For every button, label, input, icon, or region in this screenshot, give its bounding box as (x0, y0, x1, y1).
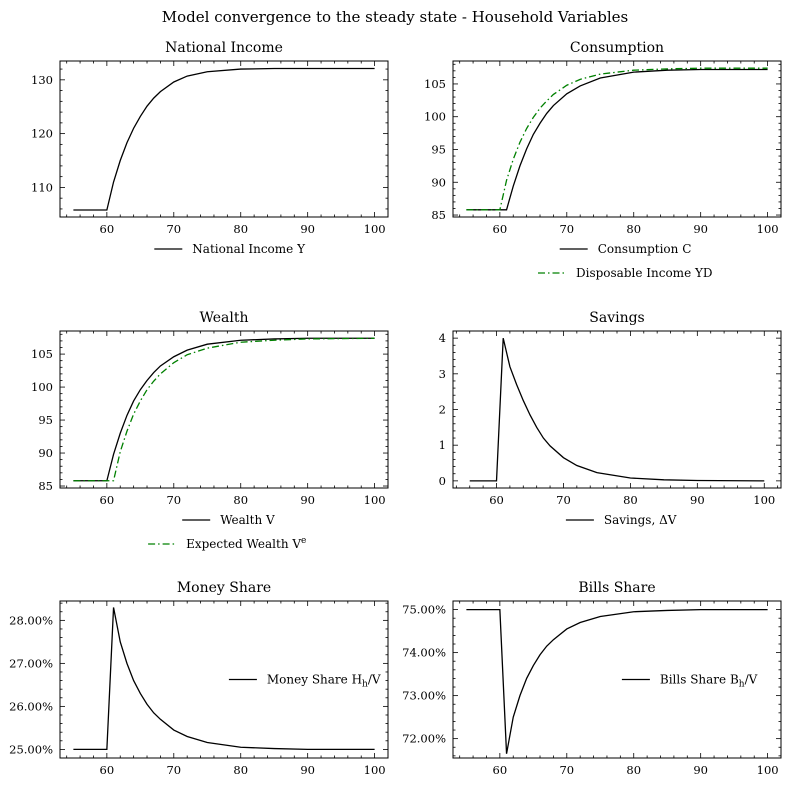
y-tick-label: 120 (31, 127, 53, 141)
legend-label: Expected Wealth Ve​ (186, 536, 306, 551)
x-tick-label: 90 (690, 493, 705, 507)
x-tick-label: 70 (166, 763, 181, 777)
x-tick-label: 90 (300, 763, 315, 777)
y-tick-label: 73.00% (402, 689, 446, 703)
x-tick-label: 60 (100, 493, 115, 507)
y-tick-label: 95 (38, 413, 53, 427)
y-tick-label: 105 (424, 77, 446, 91)
series-line-consumption-c (466, 68, 768, 211)
y-tick-label: 26.00% (9, 699, 53, 713)
x-tick-label: 100 (364, 222, 386, 236)
y-tick-label: 74.00% (402, 646, 446, 660)
chart-money-share: Money Share 60 70 80 90 100 25.00% 26.00% 27.00%… (9, 580, 389, 777)
y-tick-label: 0 (439, 474, 446, 488)
chart-title: Consumption (570, 40, 664, 56)
legend-label: National Income Y (192, 242, 306, 256)
y-tick-label: 27.00% (9, 656, 53, 670)
chart-wealth: Wealth 60 70 80 90 100 85 90 95 100 105 Wealth V Exp… (31, 310, 389, 551)
x-tick-label: 80 (233, 763, 248, 777)
y-tick-label: 4 (439, 331, 446, 345)
series-line-wealth-v (73, 337, 375, 482)
x-tick-label: 80 (233, 222, 248, 236)
series-line-national-income-y (73, 67, 375, 211)
y-tick-label: 85 (431, 208, 446, 222)
y-tick-label: 1 (439, 438, 446, 452)
x-tick-label: 90 (300, 222, 315, 236)
legend-label: Disposable Income YD (576, 266, 713, 280)
y-tick-label: 90 (38, 446, 53, 460)
x-tick-label: 100 (757, 222, 779, 236)
chart-bills-share: Bills Share 60 70 80 90 100 72.00% 73.00% 74.00%… (402, 580, 782, 777)
y-tick-label: 110 (31, 180, 53, 194)
x-tick-label: 90 (300, 493, 315, 507)
chart-national-income: National Income 60 70 80 90 100 110 120 130 Natio… (31, 40, 389, 256)
y-tick-label: 72.00% (402, 732, 446, 746)
y-tick-label: 85 (38, 479, 53, 493)
y-tick-label: 28.00% (9, 613, 53, 627)
x-tick-label: 60 (489, 493, 504, 507)
y-tick-label: 95 (431, 142, 446, 156)
legend: National Income Y (154, 242, 306, 256)
axes-frame (59, 600, 389, 759)
x-tick-label: 80 (623, 493, 638, 507)
chart-title: Bills Share (578, 580, 655, 596)
axes-frame (59, 60, 389, 218)
chart-title: Wealth (200, 310, 249, 326)
series-line-disposable-income-yd (466, 67, 768, 211)
y-tick-label: 3 (439, 367, 446, 381)
legend-label: Wealth V (220, 513, 275, 527)
y-tick-label: 75.00% (402, 603, 446, 617)
x-tick-label: 70 (559, 222, 574, 236)
legend-label: Money Share Hh​/V (267, 673, 381, 690)
x-tick-label: 80 (233, 493, 248, 507)
legend: Money Share Hh​/V (228, 673, 381, 690)
y-tick-label: 25.00% (9, 742, 53, 756)
x-tick-label: 100 (757, 763, 779, 777)
legend: Wealth V Expected Wealth Ve​ (148, 513, 306, 551)
x-tick-label: 80 (626, 222, 641, 236)
x-tick-label: 80 (626, 763, 641, 777)
x-tick-label: 100 (753, 493, 775, 507)
y-tick-label: 130 (31, 73, 53, 87)
legend-label: Bills Share Bh​/V (660, 673, 758, 690)
series-line-money-share-h-h-v (73, 607, 375, 751)
y-tick-label: 100 (424, 110, 446, 124)
legend: Bills Share Bh​/V (621, 673, 758, 690)
chart-title: National Income (165, 40, 283, 56)
legend: Consumption C Disposable Income YD (538, 242, 713, 280)
x-tick-label: 90 (693, 763, 708, 777)
x-tick-label: 70 (166, 493, 181, 507)
axes-frame (452, 600, 782, 759)
x-tick-label: 90 (693, 222, 708, 236)
legend-label: Consumption C (598, 242, 692, 256)
x-tick-label: 70 (559, 763, 574, 777)
y-tick-label: 100 (31, 380, 53, 394)
chart-title: Savings (589, 310, 645, 326)
chart-savings: Savings 60 70 80 90 100 0 1 2 3 4 Savings, ΔV (439, 310, 782, 527)
axes-frame (452, 60, 782, 218)
x-tick-label: 100 (364, 493, 386, 507)
x-tick-label: 60 (493, 222, 508, 236)
x-tick-label: 70 (166, 222, 181, 236)
series-line-expected-wealth-v-e (73, 337, 375, 482)
y-tick-label: 105 (31, 347, 53, 361)
y-tick-label: 2 (439, 403, 446, 417)
axes-frame (59, 330, 389, 489)
legend-label: Savings, ΔV (604, 513, 677, 527)
x-tick-label: 100 (364, 763, 386, 777)
chart-consumption: Consumption 60 70 80 90 100 85 90 95 100 105 Consum… (424, 40, 782, 280)
x-tick-label: 60 (100, 763, 115, 777)
y-tick-label: 90 (431, 175, 446, 189)
chart-title: Money Share (177, 580, 271, 596)
x-tick-label: 60 (493, 763, 508, 777)
series-line-bills-share-b-h-v (466, 608, 768, 754)
x-tick-label: 60 (100, 222, 115, 236)
x-tick-label: 70 (556, 493, 571, 507)
legend: Savings, ΔV (565, 513, 677, 527)
series-line-savings-v (469, 337, 765, 482)
figure-suptitle: Model convergence to the steady state - … (161, 8, 629, 26)
